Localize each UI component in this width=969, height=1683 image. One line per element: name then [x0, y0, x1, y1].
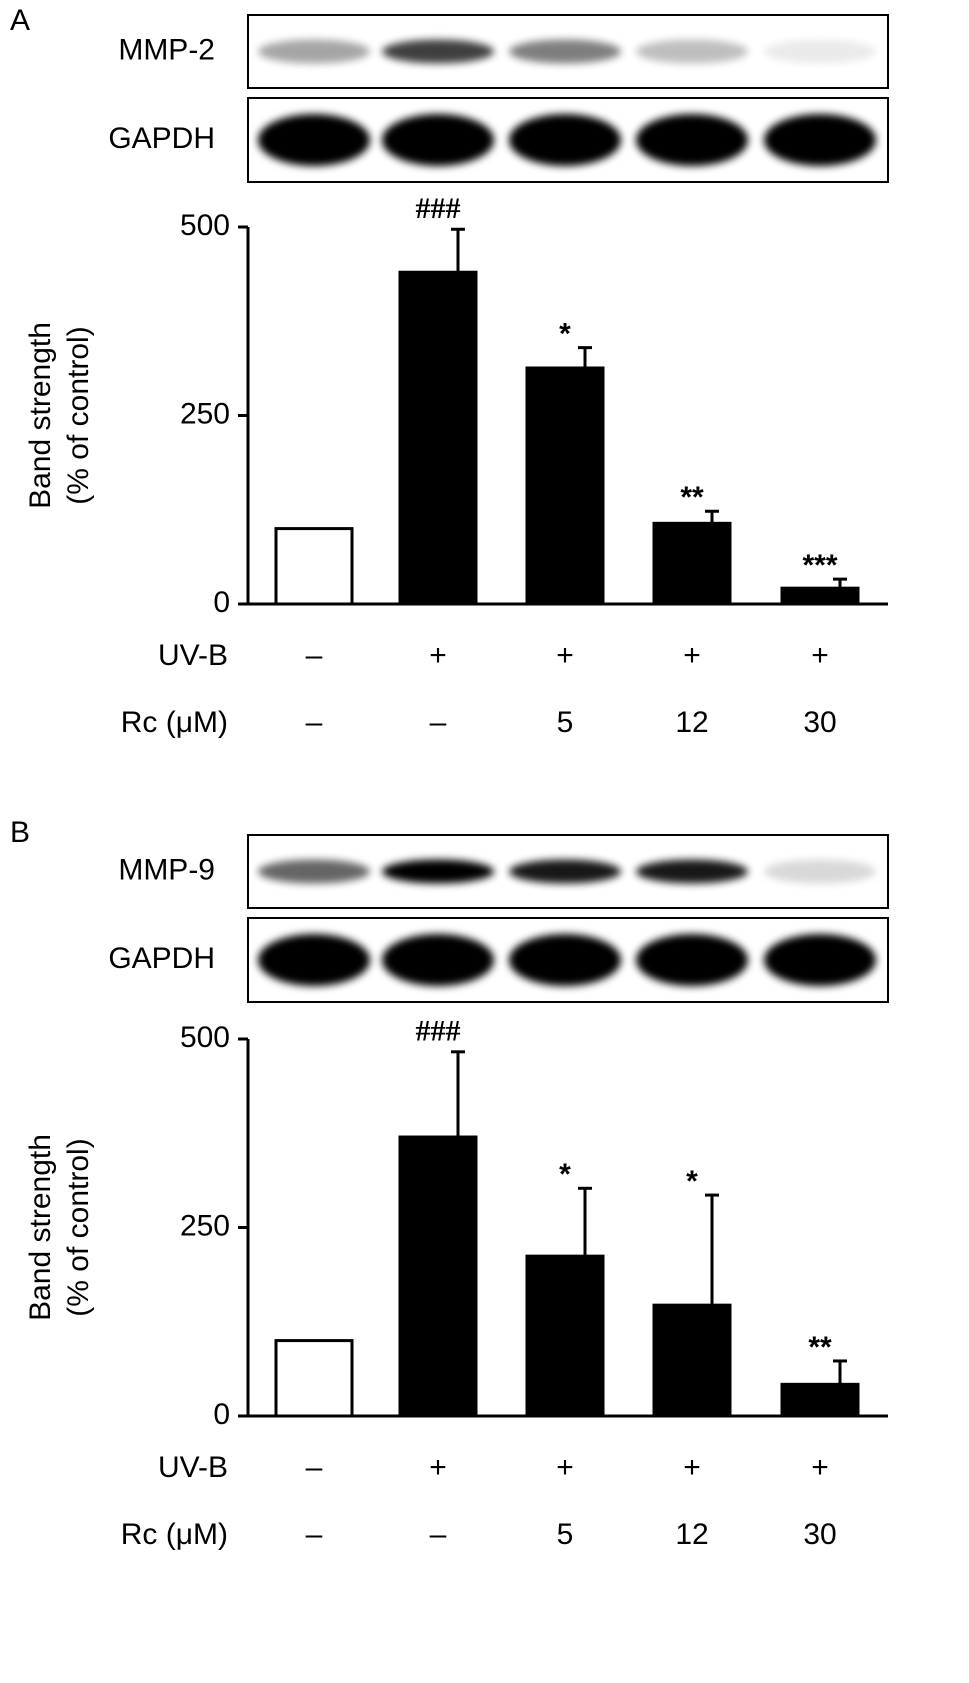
y-tick-label: 250	[180, 397, 230, 430]
blot-band	[509, 859, 621, 884]
row-label: UV-B	[158, 1451, 228, 1484]
panel-label: B	[10, 816, 30, 849]
row-value: 5	[557, 1518, 574, 1551]
row-value: 12	[675, 706, 708, 739]
blot-band	[764, 114, 876, 166]
bar	[780, 586, 860, 606]
row-value: –	[306, 639, 323, 672]
row-label: UV-B	[158, 639, 228, 672]
bar	[652, 521, 732, 606]
blot-band	[258, 934, 370, 986]
blot-band	[636, 859, 748, 884]
blot-label: MMP-9	[118, 853, 215, 886]
y-axis-label: (% of control)	[62, 1138, 95, 1316]
blot-band	[382, 39, 494, 64]
blot-band	[258, 114, 370, 166]
bar	[652, 1303, 732, 1418]
blot-band	[509, 114, 621, 166]
y-axis-label: Band strength	[24, 1134, 57, 1321]
bar	[398, 270, 478, 606]
bar	[398, 1135, 478, 1418]
y-tick-label: 0	[213, 586, 230, 619]
row-value: 12	[675, 1518, 708, 1551]
blot-band	[509, 934, 621, 986]
bar	[780, 1382, 860, 1418]
row-value: –	[306, 1518, 323, 1551]
row-value: –	[430, 1518, 447, 1551]
blot-band	[382, 859, 494, 884]
blot-label: GAPDH	[108, 942, 215, 975]
row-value: +	[556, 1451, 574, 1484]
blot-band	[509, 39, 621, 64]
y-tick-label: 250	[180, 1209, 230, 1242]
bar	[525, 1254, 605, 1418]
significance-label: ***	[802, 549, 837, 582]
row-value: +	[429, 1451, 447, 1484]
blot-band	[636, 934, 748, 986]
blot-band	[764, 859, 876, 884]
y-tick-label: 500	[180, 209, 230, 242]
row-label: Rc (μM)	[121, 706, 228, 739]
blot-label: GAPDH	[108, 122, 215, 155]
blot-band	[764, 39, 876, 64]
blot-band	[764, 934, 876, 986]
panel-label: A	[10, 4, 30, 37]
y-axis-label: Band strength	[24, 322, 57, 509]
row-value: +	[683, 639, 701, 672]
bar	[525, 366, 605, 606]
significance-label: ###	[416, 192, 461, 225]
row-value: 30	[803, 1518, 836, 1551]
y-tick-label: 0	[213, 1398, 230, 1431]
blot-band	[382, 114, 494, 166]
significance-label: ###	[416, 1015, 461, 1048]
row-value: –	[430, 706, 447, 739]
bar	[274, 1339, 354, 1418]
significance-label: *	[559, 1158, 571, 1191]
significance-label: **	[808, 1331, 832, 1364]
row-value: +	[429, 639, 447, 672]
significance-label: *	[559, 318, 571, 351]
blot-band	[258, 39, 370, 64]
row-value: +	[811, 1451, 829, 1484]
blot-label: MMP-2	[118, 33, 215, 66]
significance-label: **	[680, 481, 704, 514]
row-label: Rc (μM)	[121, 1518, 228, 1551]
row-value: +	[811, 639, 829, 672]
row-value: +	[683, 1451, 701, 1484]
bar	[274, 527, 354, 606]
significance-label: *	[686, 1165, 698, 1198]
row-value: +	[556, 639, 574, 672]
row-value: –	[306, 1451, 323, 1484]
y-tick-label: 500	[180, 1021, 230, 1054]
y-axis-label: (% of control)	[62, 326, 95, 504]
blot-band	[636, 114, 748, 166]
row-value: 5	[557, 706, 574, 739]
row-value: 30	[803, 706, 836, 739]
blot-band	[382, 934, 494, 986]
row-value: –	[306, 706, 323, 739]
blot-band	[258, 859, 370, 884]
blot-band	[636, 39, 748, 64]
